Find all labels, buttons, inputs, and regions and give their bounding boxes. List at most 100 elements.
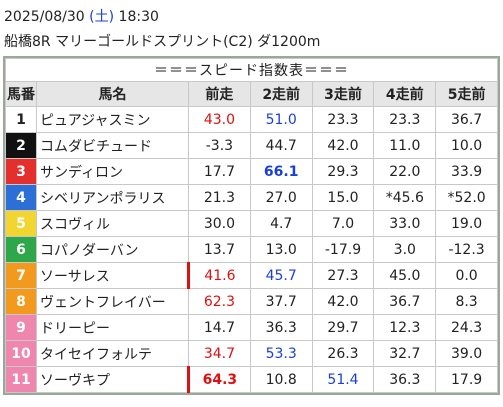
speed-index: 8.3 xyxy=(435,288,498,315)
horse-row: 3 サンディロン 17.7 66.1 29.3 22.0 33.9 xyxy=(5,158,498,185)
horse-name: ソーサレス xyxy=(36,262,189,289)
post-number: 5 xyxy=(5,210,37,237)
speed-index: 4.7 xyxy=(249,210,313,237)
speed-index: 36.3 xyxy=(249,314,313,341)
speed-table: ＝＝＝スピード指数表＝＝＝ 馬番 馬名 前走 2走前 3走前 4走前 5走前 1 ピュアジャス… xyxy=(3,56,500,395)
horse-name: ドリーピー xyxy=(36,314,189,341)
speed-index: 45.0 xyxy=(373,262,437,289)
speed-index: 32.7 xyxy=(373,340,437,367)
horse-name: ヴェントフレイバー xyxy=(36,288,189,315)
speed-index: 39.0 xyxy=(435,340,498,367)
speed-index: 34.7 xyxy=(188,340,251,367)
post-number: 8 xyxy=(5,288,37,315)
speed-index: 17.9 xyxy=(435,366,498,393)
speed-index: 33.0 xyxy=(373,210,437,237)
column-header: 2走前 xyxy=(249,81,313,107)
speed-index: *45.6 xyxy=(373,184,437,211)
speed-index: 29.3 xyxy=(311,158,375,185)
speed-index: 51.0 xyxy=(249,106,313,133)
post-number: 1 xyxy=(5,106,37,133)
speed-index: 0.0 xyxy=(435,262,498,289)
horse-name: ソーヴキプ xyxy=(36,366,189,393)
speed-index: 10.8 xyxy=(249,366,313,393)
speed-index: 36.7 xyxy=(435,106,498,133)
post-number: 11 xyxy=(5,366,37,393)
speed-index: 10.0 xyxy=(435,132,498,159)
speed-index: 15.0 xyxy=(311,184,375,211)
horse-row: 11 ソーヴキプ 64.3 10.8 51.4 36.3 17.9 xyxy=(5,366,498,393)
horse-row: 10 タイセイフォルテ 34.7 53.3 26.3 32.7 39.0 xyxy=(5,340,498,367)
speed-index: 66.1 xyxy=(249,158,313,185)
speed-index: 62.3 xyxy=(188,288,251,315)
post-number: 2 xyxy=(5,132,37,159)
speed-index: 45.7 xyxy=(249,262,313,289)
horse-row: 8 ヴェントフレイバー 62.3 37.7 42.0 36.7 8.3 xyxy=(5,288,498,315)
column-header: 前走 xyxy=(188,81,251,107)
speed-index: 41.6 xyxy=(187,262,251,289)
speed-index: 13.0 xyxy=(249,236,313,263)
table-title: ＝＝＝スピード指数表＝＝＝ xyxy=(5,58,498,82)
weekday: (土) xyxy=(89,9,115,25)
speed-index: 13.7 xyxy=(188,236,251,263)
horse-row: 6 コパノダーバン 13.7 13.0 -17.9 3.0 -12.3 xyxy=(5,236,498,263)
post-number: 9 xyxy=(5,314,37,341)
horse-name: タイセイフォルテ xyxy=(36,340,189,367)
speed-index: 36.3 xyxy=(373,366,437,393)
speed-index: 22.0 xyxy=(373,158,437,185)
speed-index: *52.0 xyxy=(435,184,498,211)
title-row: ＝＝＝スピード指数表＝＝＝ xyxy=(5,58,498,82)
speed-index: 11.0 xyxy=(373,132,437,159)
speed-index: 23.3 xyxy=(373,106,437,133)
post-number: 7 xyxy=(5,262,37,289)
post-number: 3 xyxy=(5,158,37,185)
speed-index: 42.0 xyxy=(311,288,375,315)
speed-index: 27.3 xyxy=(311,262,375,289)
column-header: 5走前 xyxy=(435,81,498,107)
speed-index: 24.3 xyxy=(435,314,498,341)
horse-name: スコヴィル xyxy=(36,210,189,237)
date-line: 2025/08/30 (土) 18:30 xyxy=(4,6,159,26)
horse-name: コパノダーバン xyxy=(36,236,189,263)
speed-index: 33.9 xyxy=(435,158,498,185)
speed-index: 43.0 xyxy=(188,106,251,133)
speed-index: 27.0 xyxy=(249,184,313,211)
horse-row: 4 シベリアンポラリス 21.3 27.0 15.0 *45.6 *52.0 xyxy=(5,184,498,211)
speed-index: 17.7 xyxy=(188,158,251,185)
speed-index: 21.3 xyxy=(188,184,251,211)
speed-index: -3.3 xyxy=(188,132,251,159)
speed-index: -12.3 xyxy=(435,236,498,263)
speed-index: 19.0 xyxy=(435,210,498,237)
post-number: 4 xyxy=(5,184,37,211)
speed-index: 64.3 xyxy=(187,366,251,393)
speed-index: 36.7 xyxy=(373,288,437,315)
speed-index: 26.3 xyxy=(311,340,375,367)
speed-index: 12.3 xyxy=(373,314,437,341)
horse-row: 2 コムダビチュード -3.3 44.7 42.0 11.0 10.0 xyxy=(5,132,498,159)
speed-index: 42.0 xyxy=(311,132,375,159)
speed-index: 37.7 xyxy=(249,288,313,315)
post-number: 10 xyxy=(5,340,37,367)
date: 2025/08/30 xyxy=(4,9,85,25)
speed-index: 14.7 xyxy=(188,314,251,341)
column-header: 馬名 xyxy=(36,81,189,107)
column-header: 馬番 xyxy=(5,81,37,107)
horse-name: シベリアンポラリス xyxy=(36,184,189,211)
column-header: 3走前 xyxy=(311,81,375,107)
speed-index: 3.0 xyxy=(373,236,437,263)
speed-index: 29.7 xyxy=(311,314,375,341)
time: 18:30 xyxy=(118,9,159,25)
horse-row: 5 スコヴィル 30.0 4.7 7.0 33.0 19.0 xyxy=(5,210,498,237)
speed-index: 7.0 xyxy=(311,210,375,237)
race: 船橋8R マリーゴールドスプリント(C2) ダ1200m xyxy=(4,34,321,50)
speed-index: -17.9 xyxy=(311,236,375,263)
column-header: 4走前 xyxy=(373,81,437,107)
table: ＝＝＝スピード指数表＝＝＝ 馬番 馬名 前走 2走前 3走前 4走前 5走前 1 ピュアジャス… xyxy=(5,58,498,393)
post-number: 6 xyxy=(5,236,37,263)
speed-index: 23.3 xyxy=(311,106,375,133)
table-body: ＝＝＝スピード指数表＝＝＝ 馬番 馬名 前走 2走前 3走前 4走前 5走前 1 ピュアジャス… xyxy=(5,58,498,393)
horse-name: サンディロン xyxy=(36,158,189,185)
horse-name: ピュアジャスミン xyxy=(36,106,189,133)
speed-index: 30.0 xyxy=(188,210,251,237)
speed-index: 51.4 xyxy=(311,366,375,393)
